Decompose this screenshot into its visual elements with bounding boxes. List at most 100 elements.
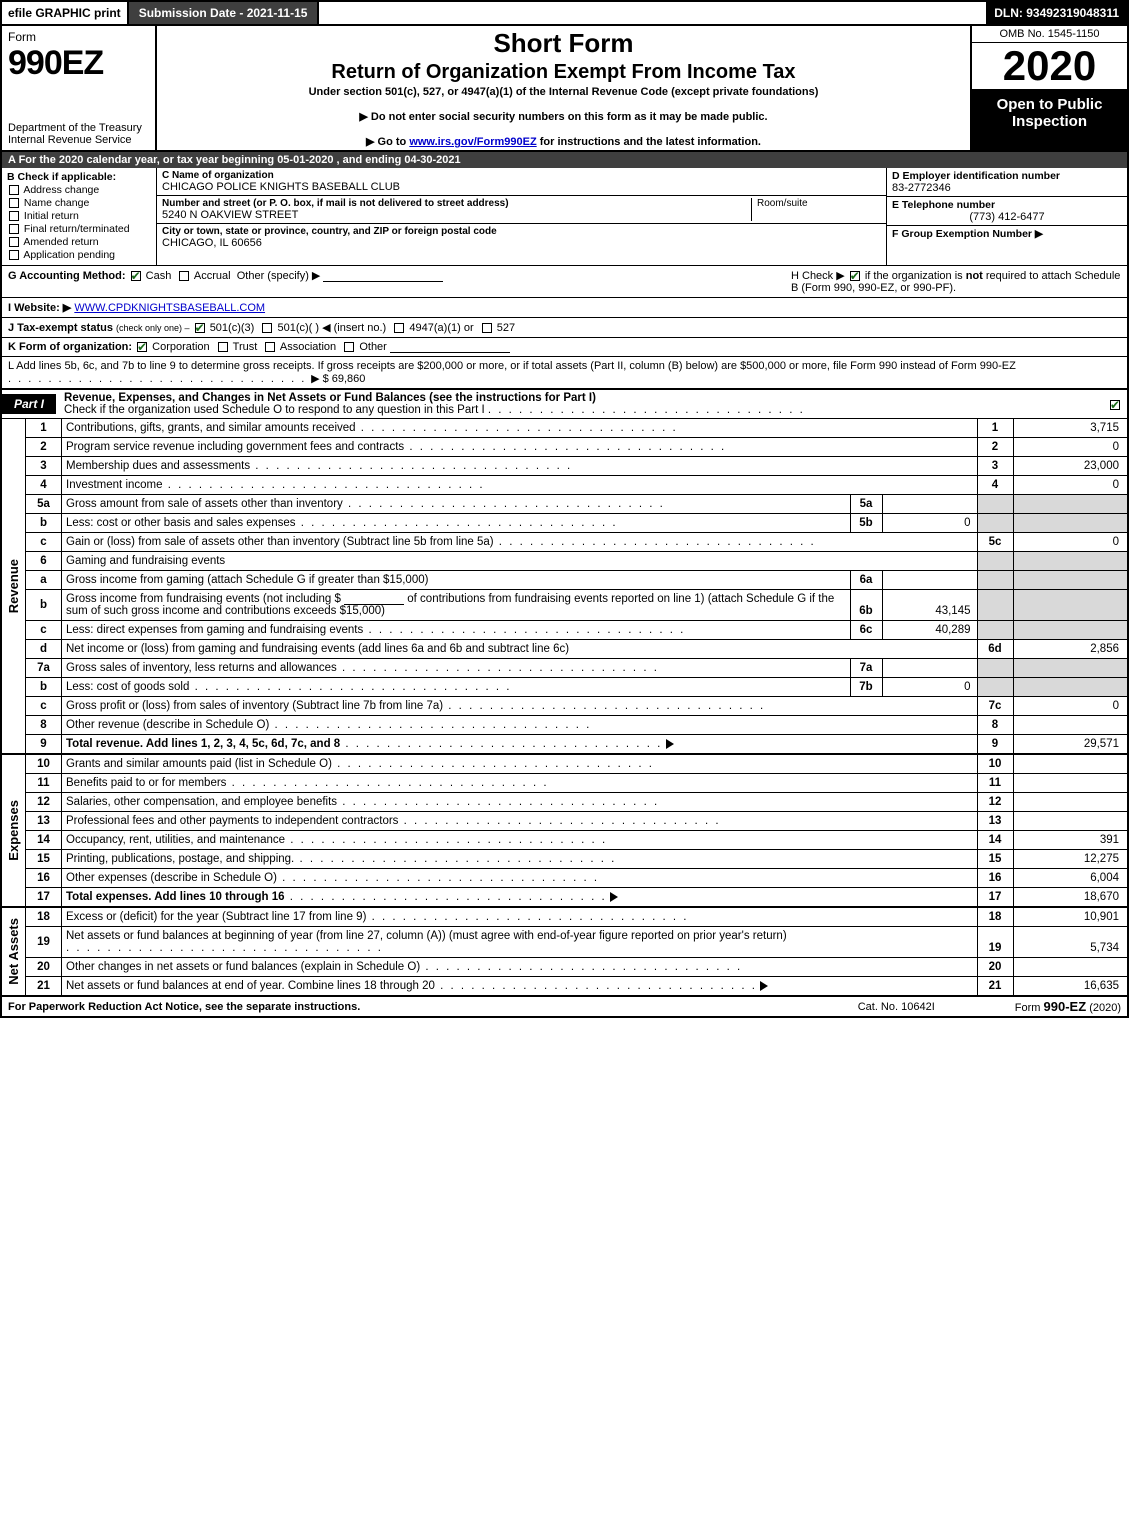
org-name-label: C Name of organization: [162, 170, 881, 181]
row-g-label: G Accounting Method:: [8, 270, 126, 282]
grey-cell: [1013, 659, 1128, 678]
line-3: 3 Membership dues and assessments 3 23,0…: [1, 457, 1128, 476]
part-1-title-block: Revenue, Expenses, and Changes in Net As…: [56, 390, 1103, 418]
line-6a-desc: Gross income from gaming (attach Schedul…: [66, 574, 428, 586]
line-6c-num: c: [26, 621, 62, 640]
line-9-amt: 29,571: [1013, 735, 1128, 755]
note-goto: ▶ Go to www.irs.gov/Form990EZ for instru…: [165, 135, 962, 148]
line-7b: b Less: cost of goods sold 7b 0: [1, 678, 1128, 697]
chk-association[interactable]: [265, 342, 275, 352]
line-6d-num: d: [26, 640, 62, 659]
part-1-checkbox[interactable]: [1103, 397, 1127, 411]
line-21-idx: 21: [977, 977, 1013, 996]
title-short-form: Short Form: [165, 28, 962, 59]
grey-cell: [977, 621, 1013, 640]
line-12-amt: [1013, 793, 1128, 812]
other-org-input[interactable]: [390, 341, 510, 353]
efile-label[interactable]: efile GRAPHIC print: [2, 2, 129, 24]
line-15: 15 Printing, publications, postage, and …: [1, 850, 1128, 869]
line-21-desc: Net assets or fund balances at end of ye…: [66, 980, 435, 992]
chk-corporation[interactable]: [137, 342, 147, 352]
line-7a-desc: Gross sales of inventory, less returns a…: [66, 662, 337, 674]
line-7c-amt: 0: [1013, 697, 1128, 716]
chk-501c3[interactable]: [195, 323, 205, 333]
row-l-text: L Add lines 5b, 6c, and 7b to line 9 to …: [8, 360, 1016, 372]
line-6b-blank[interactable]: [344, 593, 404, 605]
other-specify-input[interactable]: [323, 270, 443, 282]
chk-initial-return[interactable]: Initial return: [7, 210, 151, 222]
part-1-check-text: Check if the organization used Schedule …: [64, 404, 485, 416]
line-18-amt: 10,901: [1013, 907, 1128, 927]
form-number: 990EZ: [8, 44, 149, 83]
line-13-amt: [1013, 812, 1128, 831]
chk-527[interactable]: [482, 323, 492, 333]
line-6-num: 6: [26, 552, 62, 571]
chk-501c[interactable]: [262, 323, 272, 333]
chk-application-pending[interactable]: Application pending: [7, 249, 151, 261]
goto-pre: ▶ Go to: [366, 136, 409, 148]
line-16-num: 16: [26, 869, 62, 888]
line-21-amt: 16,635: [1013, 977, 1128, 996]
line-13: 13 Professional fees and other payments …: [1, 812, 1128, 831]
box-b-title: B Check if applicable:: [7, 171, 151, 183]
line-9-idx: 9: [977, 735, 1013, 755]
line-6d: d Net income or (loss) from gaming and f…: [1, 640, 1128, 659]
chk-other-org[interactable]: [344, 342, 354, 352]
chk-schedule-b[interactable]: [850, 271, 860, 281]
footer-center: Cat. No. 10642I: [778, 1001, 1015, 1013]
chk-cash[interactable]: [131, 271, 141, 281]
chk-final-return[interactable]: Final return/terminated: [7, 223, 151, 235]
title-return: Return of Organization Exempt From Incom…: [165, 61, 962, 84]
line-6b-desc1: Gross income from fundraising events (no…: [66, 593, 341, 605]
goto-post: for instructions and the latest informat…: [537, 136, 761, 148]
line-7b-inneridx: 7b: [850, 678, 882, 697]
line-10-idx: 10: [977, 754, 1013, 774]
line-4: 4 Investment income 4 0: [1, 476, 1128, 495]
line-5b-inneramt: 0: [882, 514, 977, 533]
line-5c-amt: 0: [1013, 533, 1128, 552]
line-6c: c Less: direct expenses from gaming and …: [1, 621, 1128, 640]
ein-value: 83-2772346: [892, 182, 1122, 194]
line-11-desc: Benefits paid to or for members: [66, 777, 226, 789]
line-9: 9 Total revenue. Add lines 1, 2, 3, 4, 5…: [1, 735, 1128, 755]
arrow-icon: [666, 739, 674, 749]
chk-accrual[interactable]: [179, 271, 189, 281]
city-label: City or town, state or province, country…: [162, 226, 881, 237]
chk-4947[interactable]: [394, 323, 404, 333]
line-12-desc: Salaries, other compensation, and employ…: [66, 796, 337, 808]
chk-amended-return[interactable]: Amended return: [7, 236, 151, 248]
city-row: City or town, state or province, country…: [157, 224, 886, 251]
line-18-idx: 18: [977, 907, 1013, 927]
box-b: B Check if applicable: Address change Na…: [2, 168, 157, 265]
line-20-num: 20: [26, 958, 62, 977]
line-14-amt: 391: [1013, 831, 1128, 850]
row-i: I Website: ▶ WWW.CPDKNIGHTSBASEBALL.COM: [0, 298, 1129, 318]
line-9-desc: Total revenue. Add lines 1, 2, 3, 4, 5c,…: [66, 738, 340, 750]
line-6b-inneramt: 43,145: [882, 590, 977, 621]
grey-cell: [977, 590, 1013, 621]
line-10-num: 10: [26, 754, 62, 774]
line-12: 12 Salaries, other compensation, and emp…: [1, 793, 1128, 812]
footer-right: Form 990-EZ (2020): [1015, 999, 1121, 1014]
line-5a: 5a Gross amount from sale of assets othe…: [1, 495, 1128, 514]
irs-link[interactable]: www.irs.gov/Form990EZ: [409, 136, 536, 148]
line-5c-idx: 5c: [977, 533, 1013, 552]
grey-cell: [977, 552, 1013, 571]
line-7a: 7a Gross sales of inventory, less return…: [1, 659, 1128, 678]
box-def: D Employer identification number 83-2772…: [887, 168, 1127, 265]
chk-trust[interactable]: [218, 342, 228, 352]
grey-cell: [977, 659, 1013, 678]
row-l: L Add lines 5b, 6c, and 7b to line 9 to …: [0, 357, 1129, 390]
street-row: Number and street (or P. O. box, if mail…: [157, 196, 886, 224]
identity-block: B Check if applicable: Address change Na…: [0, 168, 1129, 266]
line-13-desc: Professional fees and other payments to …: [66, 815, 398, 827]
line-2-num: 2: [26, 438, 62, 457]
line-15-idx: 15: [977, 850, 1013, 869]
line-20: 20 Other changes in net assets or fund b…: [1, 958, 1128, 977]
line-19-idx: 19: [977, 927, 1013, 958]
chk-name-change[interactable]: Name change: [7, 197, 151, 209]
row-h-mid: if the organization is: [865, 270, 966, 282]
line-4-num: 4: [26, 476, 62, 495]
chk-address-change[interactable]: Address change: [7, 184, 151, 196]
website-link[interactable]: WWW.CPDKNIGHTSBASEBALL.COM: [74, 302, 265, 314]
